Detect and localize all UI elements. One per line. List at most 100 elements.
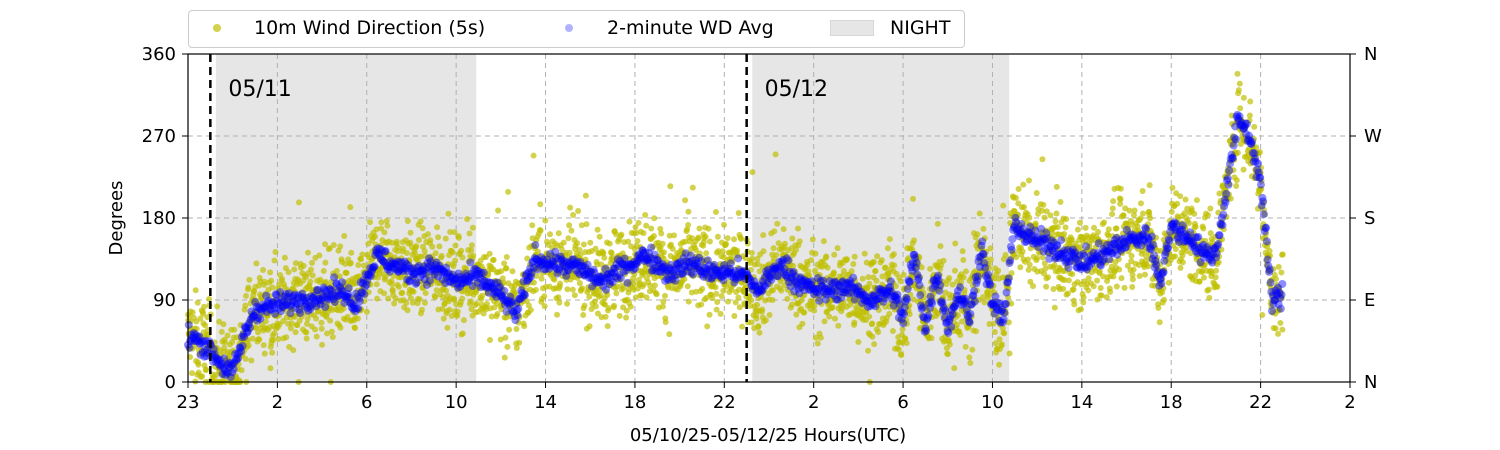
wind-direction-point — [871, 341, 878, 348]
wind-direction-point — [756, 268, 763, 275]
wind-direction-point — [347, 260, 354, 267]
wind-direction-point — [527, 306, 534, 313]
wind-direction-point — [890, 251, 897, 258]
wind-direction-point — [503, 265, 510, 272]
wind-direction-point — [580, 312, 587, 319]
wind-direction-point — [576, 246, 583, 253]
wind-direction-point — [287, 298, 294, 305]
wind-direction-point — [1155, 304, 1162, 311]
wind-direction-point — [289, 306, 296, 313]
wind-direction-point — [418, 306, 425, 313]
wind-direction-point — [1233, 177, 1240, 184]
wind-direction-point — [1051, 304, 1058, 311]
wind-direction-point — [1074, 226, 1081, 233]
wind-direction-point — [884, 245, 891, 252]
wind-direction-point — [214, 303, 221, 310]
wind-direction-point — [799, 320, 806, 327]
wind-direction-point — [959, 248, 966, 255]
wind-direction-point — [699, 285, 706, 292]
wind-direction-point — [1041, 214, 1048, 221]
wind-direction-point — [202, 322, 209, 329]
wind-direction-point — [441, 282, 448, 289]
wind-direction-point — [406, 258, 413, 265]
wind-direction-point — [706, 238, 713, 245]
wd-avg-point — [1004, 274, 1013, 283]
wd-avg-point — [1164, 244, 1173, 253]
wind-direction-point — [503, 254, 510, 261]
wind-direction-point — [248, 357, 255, 364]
wind-direction-point — [1279, 251, 1286, 258]
wd-avg-point — [381, 247, 390, 256]
wind-direction-point — [504, 343, 511, 350]
wind-direction-point — [824, 264, 831, 271]
wind-direction-point — [551, 276, 558, 283]
wind-direction-point — [279, 276, 286, 283]
wind-direction-point — [587, 239, 594, 246]
wd-avg-point — [922, 326, 931, 335]
wind-direction-point — [789, 235, 796, 242]
wind-direction-point — [242, 355, 249, 362]
wind-direction-point — [1090, 283, 1097, 290]
wind-direction-point — [283, 334, 290, 341]
wind-direction-point — [753, 315, 760, 322]
wind-direction-point — [411, 249, 418, 256]
wind-direction-point — [195, 361, 202, 368]
wind-direction-point — [705, 225, 712, 232]
wind-direction-point — [767, 281, 774, 288]
wind-direction-point — [509, 268, 516, 275]
wind-direction-point — [623, 314, 630, 321]
legend-label-wind-direction: 10m Wind Direction (5s) — [254, 17, 486, 39]
wind-direction-point — [866, 313, 873, 320]
legend-label-wd-avg: 2-minute WD Avg — [607, 17, 774, 39]
wind-direction-point — [271, 257, 278, 264]
wind-direction-point — [639, 248, 646, 255]
wd-avg-point — [784, 256, 793, 265]
wind-direction-point — [564, 300, 571, 307]
wind-direction-point — [1034, 255, 1041, 262]
wind-direction-point — [291, 288, 298, 295]
wind-direction-point — [903, 340, 910, 347]
wind-direction-point — [612, 264, 619, 271]
y-tick-label: 360 — [142, 44, 176, 65]
wind-direction-point — [524, 255, 531, 262]
wind-direction-point — [416, 270, 423, 277]
wind-direction-point — [515, 319, 522, 326]
wind-direction-point — [480, 310, 487, 317]
wind-direction-point — [731, 236, 738, 243]
wind-direction-point — [709, 294, 716, 301]
wind-direction-point — [1234, 70, 1241, 77]
wind-direction-point — [516, 314, 523, 321]
wind-direction-point — [1097, 285, 1104, 292]
wind-direction-point — [1240, 94, 1247, 101]
wind-direction-point — [495, 207, 502, 214]
wind-direction-point — [571, 270, 578, 277]
wind-direction-point — [588, 306, 595, 313]
wind-direction-point — [724, 235, 731, 242]
wd-avg-point — [970, 287, 979, 296]
wind-direction-point — [675, 263, 682, 270]
wind-direction-point — [815, 289, 822, 296]
wind-direction-point — [1054, 224, 1061, 231]
wind-direction-point — [340, 305, 347, 312]
wind-direction-point — [272, 249, 279, 256]
wind-direction-point — [829, 304, 836, 311]
wind-direction-point — [553, 259, 560, 266]
wind-direction-point — [494, 295, 501, 302]
wind-direction-point — [1129, 276, 1136, 283]
wind-direction-point — [1193, 197, 1200, 204]
wind-direction-point — [474, 278, 481, 285]
wind-direction-point — [960, 256, 967, 263]
wind-direction-point — [1026, 261, 1033, 268]
wind-direction-point — [630, 280, 637, 287]
wind-direction-point — [1247, 98, 1254, 105]
wd-avg-point — [1219, 210, 1228, 219]
wind-direction-point — [393, 238, 400, 245]
wind-direction-point — [262, 318, 269, 325]
wd-avg-point — [1002, 288, 1011, 297]
wind-direction-point — [281, 254, 288, 261]
wd-avg-point — [1225, 166, 1234, 175]
wind-direction-point — [1235, 87, 1242, 94]
wind-direction-point — [322, 259, 329, 266]
wind-direction-point — [940, 257, 947, 264]
